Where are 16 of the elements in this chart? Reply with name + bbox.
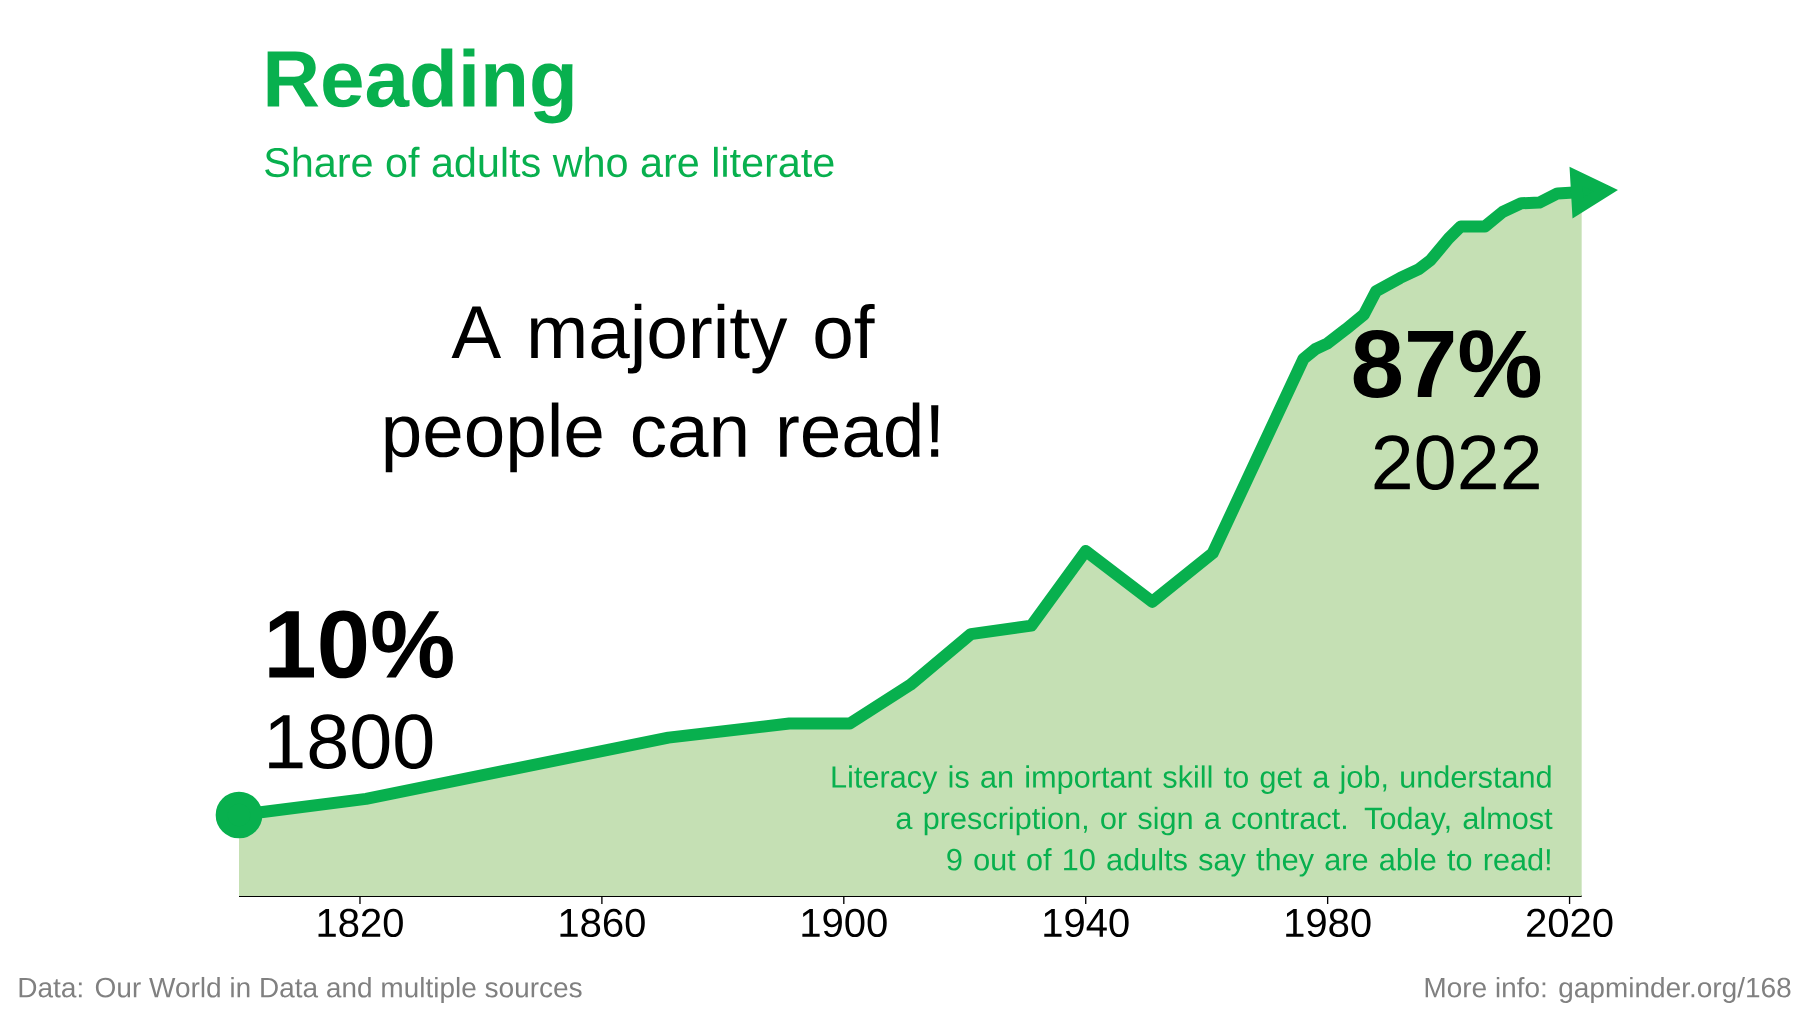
annotation: Literacy is an important skill to get a job, understand a prescription, or sign a contract. Today, almost 9 out of 10 adults say they are able to read!	[832, 765, 1553, 877]
annotation: 87%	[1353, 330, 1541, 398]
text: Data: Our World in Data and multiple sources	[19, 976, 582, 1004]
text: More info: gapminder.org/168	[1425, 976, 1791, 1004]
annotation: 10%	[269, 610, 453, 679]
chart-title: Reading	[267, 48, 573, 124]
annotation: A majority of people can read!	[385, 303, 939, 473]
x-tick-label: 1820	[318, 908, 403, 938]
chart-subtitle: Share of adults who are literate	[265, 146, 834, 178]
x-tick-label: 1860	[560, 908, 645, 938]
x-tick-label: 1940	[1044, 908, 1129, 938]
annotation: 1800	[269, 714, 433, 770]
annotation: 2022	[1374, 435, 1539, 491]
x-tick-label: 2020	[1527, 908, 1613, 938]
x-tick-label: 1900	[802, 908, 887, 938]
x-tick-label: 1980	[1286, 908, 1371, 938]
